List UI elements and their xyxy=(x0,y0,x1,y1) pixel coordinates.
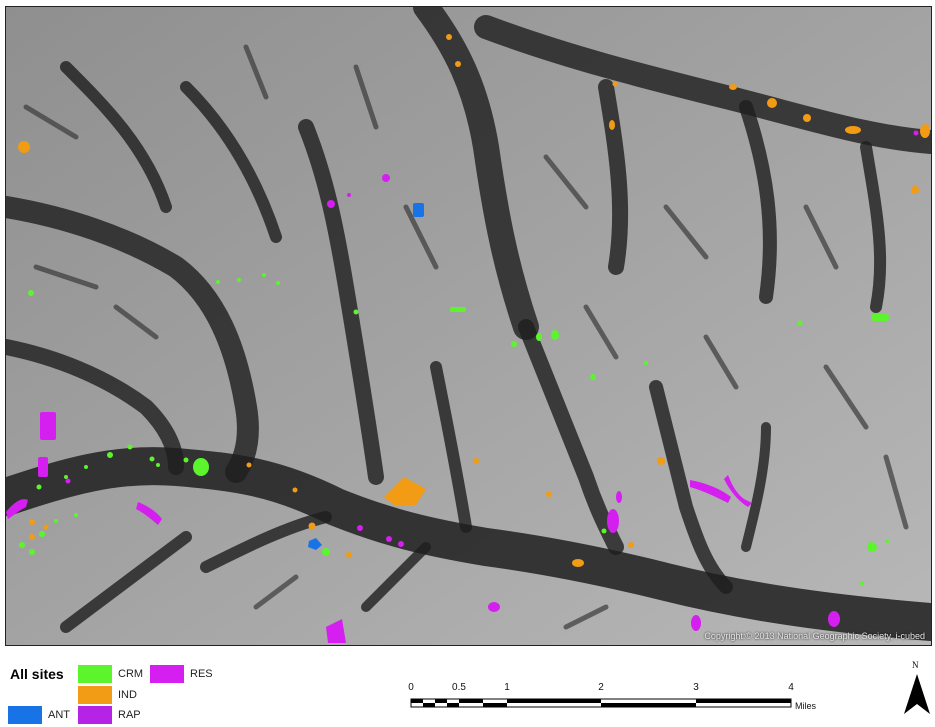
legend-item-ind: IND xyxy=(78,686,137,704)
scale-tick: 0 xyxy=(408,682,414,693)
scale-tick: 4 xyxy=(788,682,794,693)
terrain-map[interactable] xyxy=(6,7,931,645)
res-sites xyxy=(6,130,919,643)
north-label: N xyxy=(912,660,919,670)
legend-label-rap: RAP xyxy=(118,709,141,721)
legend-swatch-rap xyxy=(78,706,112,724)
minor-drainage xyxy=(23,44,909,630)
legend-swatch-crm xyxy=(78,665,112,683)
legend-label-crm: CRM xyxy=(118,668,144,680)
legend-item-rap: RAP xyxy=(78,706,141,724)
legend-label-ant: ANT xyxy=(48,709,70,721)
legend-item-ant: ANT xyxy=(8,706,70,724)
north-arrow: N xyxy=(902,660,932,720)
scale-tick: 1 xyxy=(504,682,510,693)
legend-swatch-res xyxy=(150,665,184,683)
legend-swatch-ind xyxy=(78,686,112,704)
north-arrow-icon xyxy=(904,674,930,714)
map-frame[interactable]: Copyright:© 2013 National Geographic Soc… xyxy=(5,6,932,646)
ant-sites xyxy=(308,203,424,550)
legend-item-res: RES xyxy=(150,665,213,683)
scale-bar: 0 0.5 1 2 3 4 xyxy=(405,682,797,712)
map-copyright: Copyright:© 2013 National Geographic Soc… xyxy=(704,631,925,641)
legend-label-res: RES xyxy=(190,668,213,680)
legend-label-ind: IND xyxy=(118,689,137,701)
legend-item-crm: CRM xyxy=(78,665,143,683)
legend-swatch-ant xyxy=(8,706,42,724)
site-markers xyxy=(6,34,930,643)
scale-units: Miles xyxy=(795,701,817,711)
ind-sites xyxy=(18,34,930,567)
legend-title: All sites xyxy=(10,666,64,682)
scale-tick: 3 xyxy=(693,682,699,693)
scale-bar-graphic xyxy=(410,698,792,708)
crm-sites xyxy=(19,273,889,585)
scale-tick: 0.5 xyxy=(452,682,466,693)
scale-tick: 2 xyxy=(598,682,604,693)
